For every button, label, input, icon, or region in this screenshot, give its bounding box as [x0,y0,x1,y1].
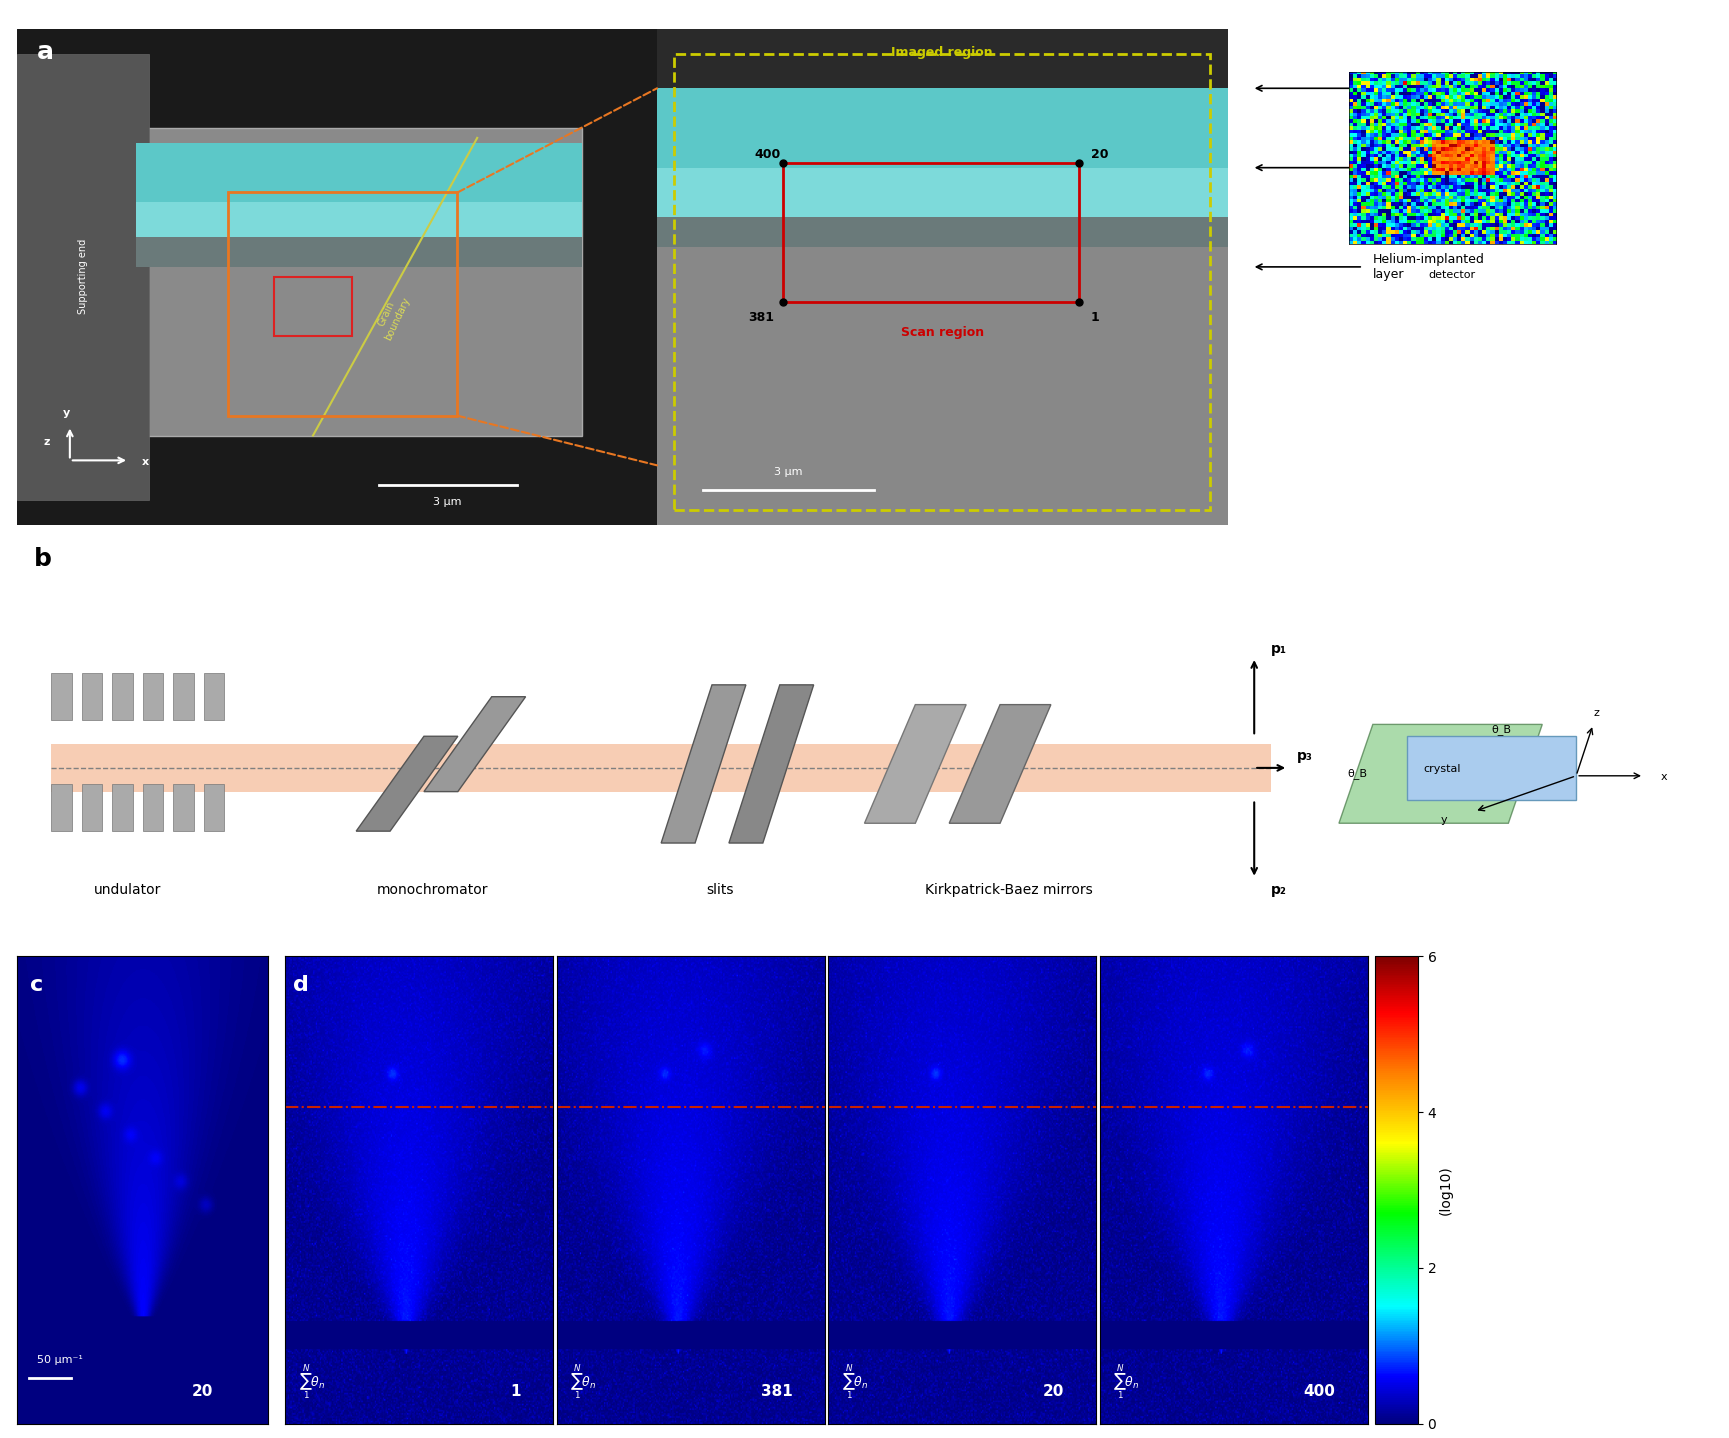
Text: detector: detector [1428,270,1477,280]
Text: b: b [35,548,52,571]
Text: slits: slits [707,883,735,897]
Polygon shape [424,697,526,791]
Text: y: y [1440,815,1447,825]
FancyBboxPatch shape [81,784,102,831]
FancyBboxPatch shape [135,142,583,203]
Polygon shape [864,705,967,824]
Text: 3 μm: 3 μm [775,467,802,477]
Text: 20: 20 [192,1383,213,1399]
Text: $\sum_1^N \theta_n$: $\sum_1^N \theta_n$ [1113,1362,1139,1402]
Text: a: a [36,39,54,63]
FancyBboxPatch shape [144,673,163,720]
Text: crystal: crystal [1423,764,1461,774]
FancyBboxPatch shape [17,53,149,500]
Polygon shape [730,684,814,843]
Text: x: x [1662,772,1667,782]
FancyBboxPatch shape [135,237,583,267]
Text: 400: 400 [754,148,780,161]
FancyBboxPatch shape [657,88,1228,168]
FancyBboxPatch shape [135,128,583,436]
Text: z: z [1592,709,1599,719]
Text: Imaged region: Imaged region [892,46,992,59]
Text: 400: 400 [1304,1383,1335,1399]
Text: Supporting end: Supporting end [78,239,88,315]
Y-axis label: (log10): (log10) [1439,1165,1452,1215]
FancyBboxPatch shape [144,784,163,831]
Polygon shape [949,705,1051,824]
Text: 381: 381 [749,312,775,325]
FancyBboxPatch shape [52,673,71,720]
Text: y: y [64,408,71,417]
Text: $\sum_1^N \theta_n$: $\sum_1^N \theta_n$ [299,1362,325,1402]
FancyBboxPatch shape [657,247,1228,525]
FancyBboxPatch shape [112,784,133,831]
FancyBboxPatch shape [657,168,1228,217]
Text: undulator: undulator [93,883,161,897]
FancyBboxPatch shape [135,203,583,237]
Text: $\sum_1^N \theta_n$: $\sum_1^N \theta_n$ [571,1362,597,1402]
FancyBboxPatch shape [204,673,225,720]
FancyBboxPatch shape [173,673,194,720]
Text: x: x [142,457,149,467]
FancyBboxPatch shape [52,745,1271,791]
Polygon shape [1407,736,1577,800]
Text: 1: 1 [510,1383,520,1399]
Polygon shape [1338,725,1542,824]
Text: 50 μm⁻¹: 50 μm⁻¹ [38,1355,83,1365]
Text: θ_B: θ_B [1492,725,1511,735]
Text: 20: 20 [1091,148,1108,161]
Text: p₂: p₂ [1271,883,1286,897]
Polygon shape [660,684,745,843]
Text: Grain
boundary: Grain boundary [372,290,412,342]
Text: Gallium-beam
deposited Pt layer: Gallium-beam deposited Pt layer [1373,75,1487,102]
FancyBboxPatch shape [81,673,102,720]
Text: p₁: p₁ [1271,643,1286,656]
FancyBboxPatch shape [173,784,194,831]
Text: $\sum_1^N \theta_n$: $\sum_1^N \theta_n$ [842,1362,868,1402]
FancyBboxPatch shape [657,217,1228,247]
FancyBboxPatch shape [52,784,71,831]
Text: 381: 381 [761,1383,792,1399]
Text: monochromator: monochromator [377,883,488,897]
Text: 3 μm: 3 μm [434,498,462,508]
Text: c: c [29,975,43,995]
Text: Helium-implanted
layer: Helium-implanted layer [1373,253,1485,280]
Text: 1: 1 [1091,312,1100,325]
FancyBboxPatch shape [112,673,133,720]
Text: Kirkpatrick-Baez mirrors: Kirkpatrick-Baez mirrors [925,883,1093,897]
Polygon shape [356,736,458,831]
Text: θ_B: θ_B [1347,768,1368,779]
Text: Scan region: Scan region [901,326,984,339]
Text: p₃: p₃ [1297,749,1312,764]
Text: z: z [43,437,50,447]
Text: Electron-beam
deposited Pt layer: Electron-beam deposited Pt layer [1373,154,1487,181]
FancyBboxPatch shape [204,784,225,831]
Text: 20: 20 [1043,1383,1063,1399]
Text: d: d [294,975,309,995]
